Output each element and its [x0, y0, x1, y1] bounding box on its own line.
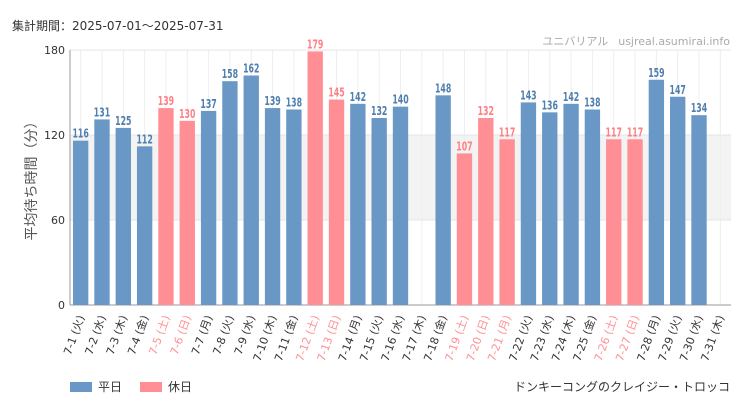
bar	[328, 99, 345, 305]
bar	[115, 127, 131, 306]
y-tick-label: 180	[44, 44, 65, 57]
data-label: 142	[563, 90, 579, 104]
attraction-name: ドンキーコングのクレイジー・トロッコ	[513, 380, 730, 394]
bar	[264, 108, 281, 305]
bar	[72, 140, 89, 305]
bar	[200, 110, 217, 306]
bar	[435, 95, 451, 305]
bar	[350, 103, 366, 305]
data-label: 138	[286, 96, 302, 110]
bar	[371, 118, 387, 305]
data-label: 134	[691, 101, 708, 115]
data-label: 112	[136, 132, 152, 146]
bar	[584, 109, 601, 305]
data-label: 140	[392, 93, 408, 107]
legend: 平日 休日	[70, 378, 210, 395]
y-tick-label: 120	[44, 129, 65, 142]
data-label: 107	[456, 139, 472, 153]
data-label: 179	[307, 37, 323, 51]
period-label: 集計期間：2025-07-01〜2025-07-31	[12, 19, 224, 33]
data-label: 162	[243, 62, 259, 76]
data-label: 116	[72, 127, 88, 141]
data-label: 130	[179, 107, 195, 121]
bar	[648, 79, 665, 305]
bar	[94, 119, 110, 306]
bar	[307, 51, 323, 305]
bar	[158, 108, 174, 305]
data-label: 117	[499, 125, 515, 139]
bar	[691, 115, 707, 306]
bar	[499, 139, 515, 305]
data-label: 132	[478, 104, 494, 118]
bar	[606, 139, 622, 305]
bar	[478, 118, 494, 305]
bar	[136, 146, 153, 305]
site-url: usjreal.asumirai.info	[618, 35, 730, 48]
data-label: 136	[542, 98, 558, 112]
bar	[456, 153, 473, 305]
data-label: 158	[222, 67, 238, 81]
bar	[542, 112, 558, 305]
data-label: 138	[584, 96, 600, 110]
y-axis-title: 平均待ち時間（分）	[24, 115, 40, 241]
data-label: 139	[158, 94, 174, 108]
data-label: 132	[371, 104, 387, 118]
data-label: 147	[670, 83, 686, 97]
legend-swatch-holiday	[140, 381, 163, 392]
data-label: 125	[115, 114, 131, 128]
bar	[670, 96, 686, 305]
y-tick-label: 0	[58, 299, 65, 312]
legend-label-weekday: 平日	[98, 380, 123, 394]
legend-swatch-weekday	[70, 381, 92, 392]
data-label: 117	[606, 125, 622, 139]
y-tick-label: 60	[51, 214, 65, 227]
data-label: 145	[328, 86, 344, 100]
data-label: 131	[94, 105, 110, 119]
data-label: 142	[350, 90, 366, 104]
legend-item-weekday: 平日	[70, 378, 122, 395]
data-label: 139	[264, 94, 280, 108]
data-label: 159	[648, 66, 664, 80]
bar	[627, 139, 643, 305]
site-name: ユニバリアル	[542, 35, 609, 48]
data-label: 148	[435, 81, 451, 95]
data-label: 117	[627, 125, 643, 139]
bar	[179, 120, 195, 305]
site-credit: ユニバリアル usjreal.asumirai.info	[542, 33, 730, 49]
bar	[563, 103, 579, 305]
data-label: 143	[520, 88, 536, 102]
bar	[222, 81, 238, 306]
bar	[243, 75, 259, 305]
bar	[286, 109, 302, 305]
data-label: 137	[200, 97, 216, 111]
legend-label-holiday: 休日	[168, 380, 193, 394]
bar	[520, 102, 537, 306]
bar	[392, 106, 409, 306]
legend-item-holiday: 休日	[140, 378, 192, 395]
